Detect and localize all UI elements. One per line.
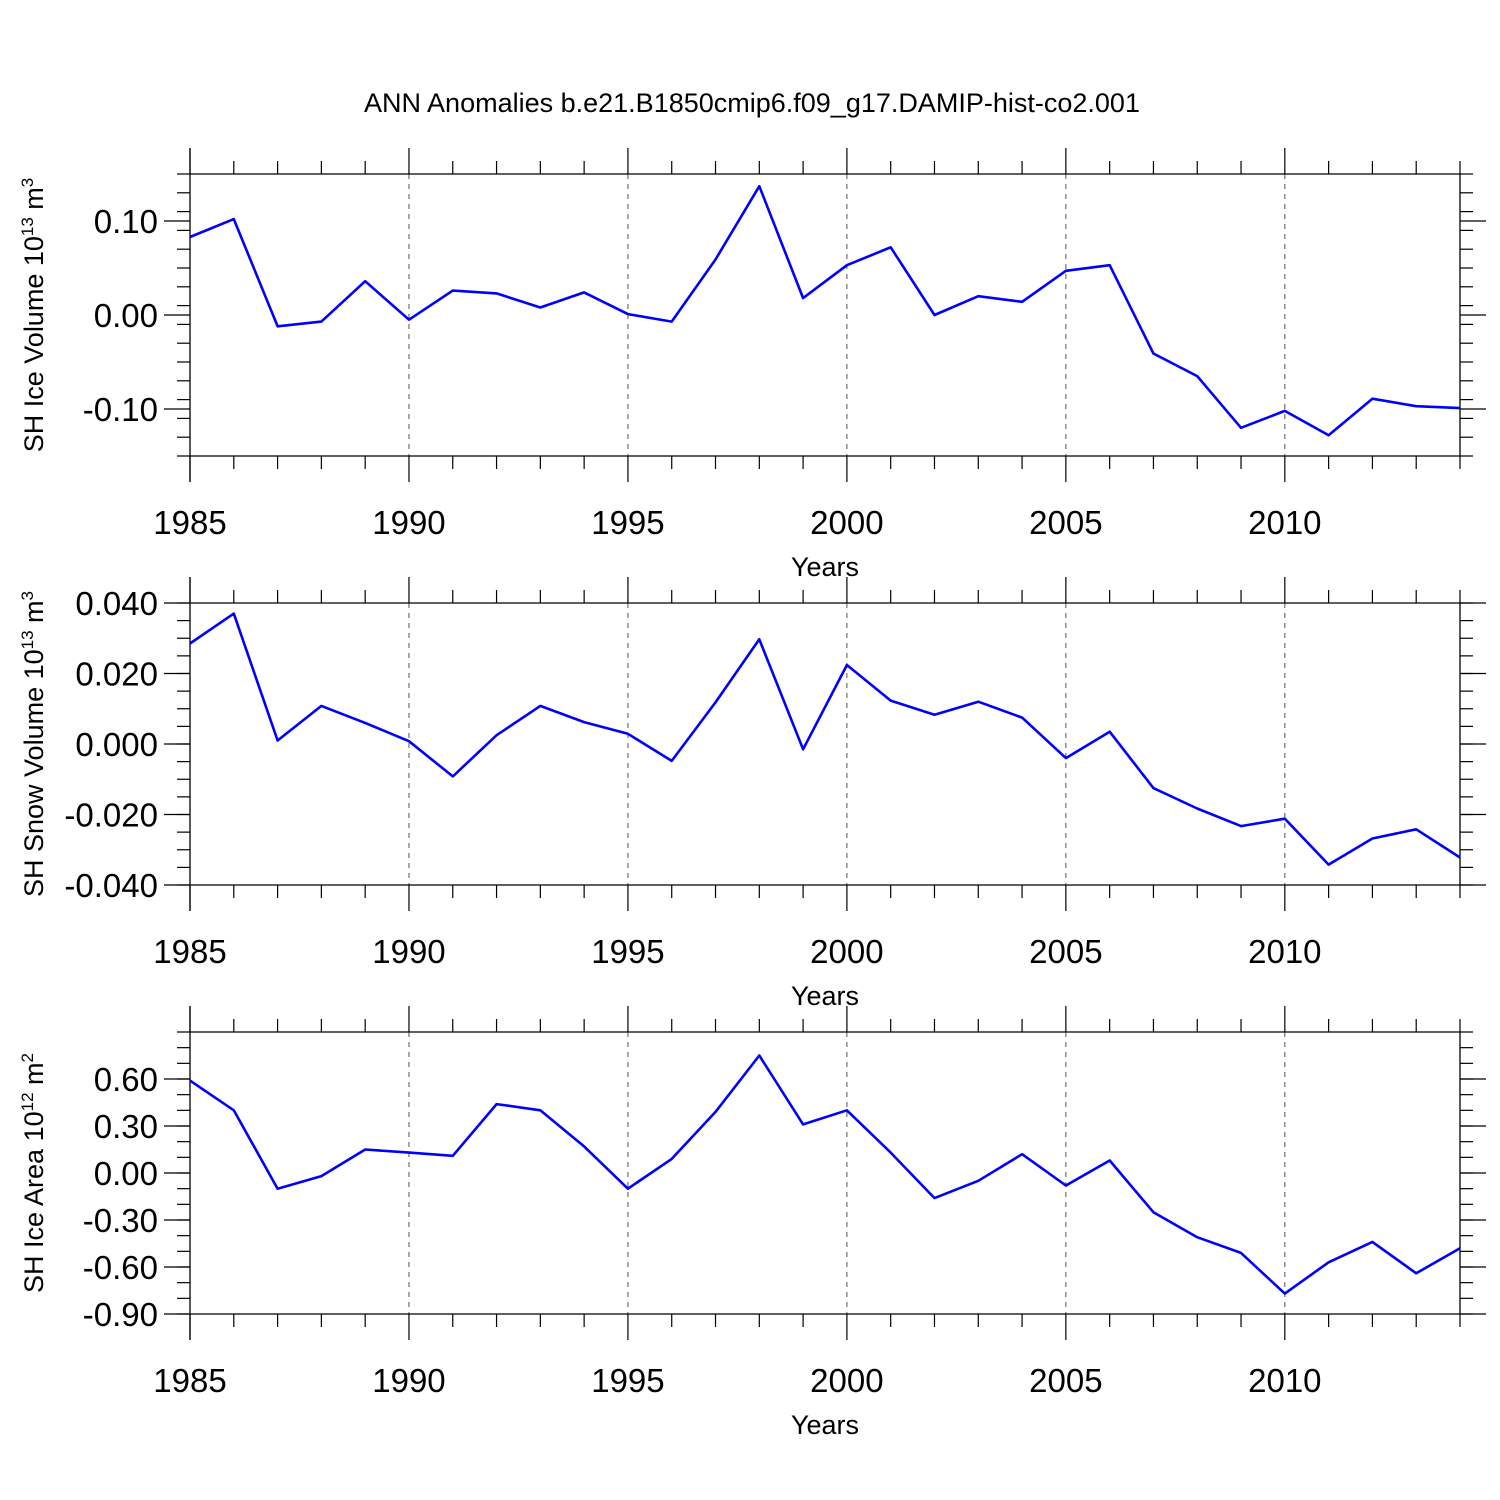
chart-title: ANN Anomalies b.e21.B1850cmip6.f09_g17.D… [364, 88, 1140, 118]
x-tick-label: 2005 [1029, 1362, 1102, 1399]
x-tick-label: 1985 [153, 504, 226, 541]
x-tick-label: 1995 [591, 1362, 664, 1399]
y-tick-label: 0.10 [94, 203, 158, 240]
y-tick-label: -0.040 [64, 867, 158, 904]
y-tick-label: -0.90 [83, 1296, 158, 1333]
x-tick-label: 1990 [372, 1362, 445, 1399]
y-tick-label: 0.000 [75, 726, 158, 763]
y-tick-label: -0.60 [83, 1249, 158, 1286]
x-tick-label: 2000 [810, 1362, 883, 1399]
y-axis-label: SH Ice Volume 1013 m3 [18, 178, 49, 453]
y-tick-label: -0.30 [83, 1202, 158, 1239]
y-tick-label: 0.00 [94, 297, 158, 334]
x-axis-label: Years [791, 552, 859, 582]
series-line [189, 184, 1461, 437]
series-line [189, 612, 1461, 866]
x-tick-label: 1985 [153, 933, 226, 970]
series-line [189, 1054, 1461, 1295]
y-axis-label: SH Snow Volume 1013 m3 [18, 591, 49, 897]
y-tick-label: 0.30 [94, 1108, 158, 1145]
x-tick-label: 1990 [372, 504, 445, 541]
panel-3: -0.90 -0.60 -0.30 0.00 0.30 0.60 1985 1990 1995 2… [18, 1006, 1486, 1440]
y-tick-label: 0.00 [94, 1155, 158, 1192]
x-axis-label: Years [791, 981, 859, 1011]
y-tick-label: 0.020 [75, 656, 158, 693]
x-tick-label: 2000 [810, 504, 883, 541]
x-tick-label: 2005 [1029, 504, 1102, 541]
x-tick-label: 1985 [153, 1362, 226, 1399]
x-tick-label: 2010 [1248, 504, 1321, 541]
x-tick-label: 1990 [372, 933, 445, 970]
panels: -0.10 0.00 0.10 1985 1990 1995 2000 2005 2010 Yea… [18, 148, 1486, 1440]
x-tick-label: 2005 [1029, 933, 1102, 970]
x-tick-label: 2010 [1248, 933, 1321, 970]
x-tick-label: 1995 [591, 504, 664, 541]
y-tick-label: -0.10 [83, 391, 158, 428]
x-tick-label: 2010 [1248, 1362, 1321, 1399]
panel-2: -0.040 -0.020 0.000 0.020 0.040 1985 1990 1995 2… [18, 577, 1486, 1011]
x-tick-label: 1995 [591, 933, 664, 970]
y-tick-label: -0.020 [64, 797, 158, 834]
panel-1: -0.10 0.00 0.10 1985 1990 1995 2000 2005 2010 Yea… [18, 148, 1486, 582]
y-tick-label: 0.60 [94, 1061, 158, 1098]
x-axis-label: Years [791, 1410, 859, 1440]
y-axis-label: SH Ice Area 1012 m2 [18, 1053, 49, 1293]
y-tick-label: 0.040 [75, 585, 158, 622]
x-tick-label: 2000 [810, 933, 883, 970]
